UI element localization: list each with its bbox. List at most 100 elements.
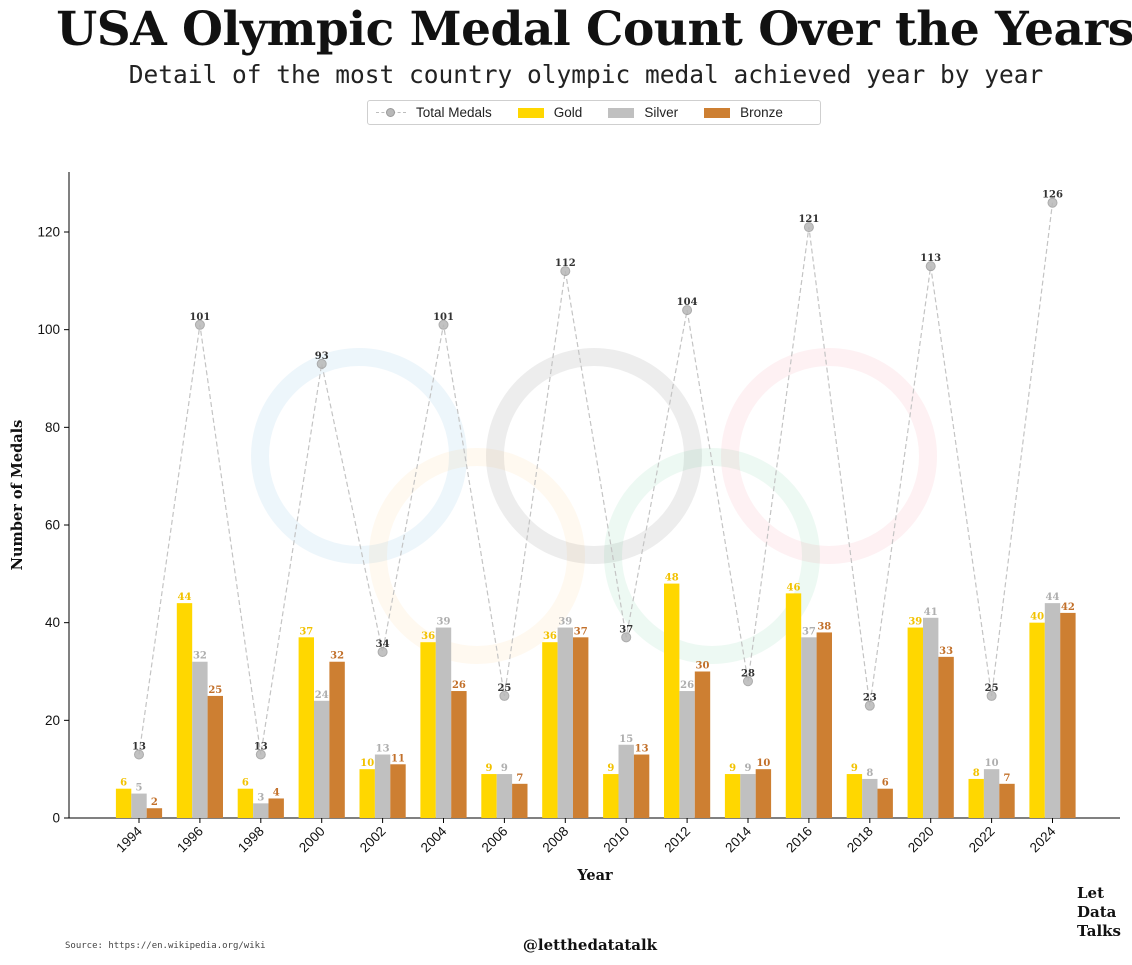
legend-label-gold: Gold	[553, 105, 583, 120]
x-axis-label: Year	[576, 867, 613, 884]
data-label-bronze: 4	[273, 787, 280, 798]
total-point	[864, 700, 875, 711]
y-tick-label: 120	[37, 225, 60, 240]
bar-bronze	[816, 632, 832, 818]
bar-bronze	[329, 661, 345, 818]
data-label-gold: 36	[543, 631, 557, 642]
x-tick-label: 2020	[905, 824, 937, 856]
data-label-silver: 44	[1046, 592, 1060, 603]
bar-silver	[1044, 603, 1061, 818]
x-tick-label: 2022	[966, 824, 998, 856]
data-label-silver: 5	[136, 783, 143, 794]
data-label-gold: 9	[607, 763, 614, 774]
data-label-bronze: 37	[574, 626, 588, 637]
data-label-bronze: 26	[452, 680, 466, 691]
olympic-rings-watermark	[251, 348, 937, 664]
data-label-silver: 10	[985, 758, 999, 769]
bar-gold	[968, 778, 984, 818]
bar-silver	[862, 778, 878, 818]
bar-silver	[496, 774, 513, 818]
legend-item-total: Total Medals	[376, 105, 492, 120]
bar-silver	[253, 803, 269, 818]
data-label-bronze: 13	[635, 744, 649, 755]
total-point	[986, 690, 997, 701]
bar-bronze	[451, 691, 467, 818]
x-tick-label: 2002	[357, 824, 389, 856]
bar-silver	[314, 700, 330, 818]
bar-gold	[846, 774, 863, 818]
olympic-ring-2	[369, 448, 585, 664]
total-point	[134, 749, 144, 760]
bar-gold	[481, 774, 497, 818]
olympic-ring-4	[604, 448, 820, 664]
x-tick-label: 2018	[844, 824, 876, 856]
bar-silver	[374, 754, 391, 818]
data-label-bronze: 7	[516, 773, 523, 784]
bar-silver	[557, 627, 573, 818]
data-label-silver: 32	[193, 651, 207, 662]
data-label-silver: 3	[257, 792, 264, 803]
bar-bronze	[207, 695, 223, 818]
data-label-bronze: 33	[939, 646, 953, 657]
data-label-gold: 6	[120, 778, 127, 789]
bar-silver	[618, 744, 634, 818]
brand-line-1: Let	[1077, 884, 1105, 902]
data-label-silver: 24	[315, 690, 329, 701]
data-label-silver: 26	[680, 680, 694, 691]
data-label-total: 25	[497, 683, 511, 694]
data-label-total: 101	[433, 312, 454, 323]
data-label-gold: 9	[851, 763, 858, 774]
y-tick-label: 40	[45, 615, 60, 630]
total-point	[499, 690, 510, 701]
data-label-bronze: 42	[1061, 602, 1075, 613]
bar-bronze	[999, 783, 1015, 818]
legend-swatch-silver	[608, 107, 635, 118]
data-label-gold: 48	[665, 573, 679, 584]
data-label-total: 28	[741, 668, 755, 679]
bar-silver	[923, 617, 939, 818]
data-label-gold: 8	[973, 768, 980, 779]
bar-silver	[192, 661, 208, 818]
olympic-ring-3	[486, 348, 702, 564]
x-tick-label: 2006	[479, 824, 511, 856]
data-label-silver: 39	[437, 617, 451, 628]
data-labels: 6446371036936948946939840532324133993915…	[120, 190, 1075, 809]
data-label-total: 121	[798, 214, 819, 225]
legend: Total Medals Gold Silver Bronze	[367, 100, 821, 125]
y-tick-label: 0	[52, 811, 60, 826]
total-point	[377, 646, 388, 657]
legend-swatch-gold	[517, 107, 544, 118]
bar-bronze	[268, 798, 284, 818]
data-label-total: 113	[920, 253, 941, 264]
legend-item-silver: Silver	[608, 105, 678, 120]
y-tick-label: 20	[45, 713, 60, 728]
total-point	[803, 222, 814, 233]
data-label-total: 23	[863, 693, 877, 704]
legend-marker-total	[376, 107, 406, 119]
bar-bronze	[1060, 612, 1076, 818]
data-label-total: 13	[132, 742, 146, 753]
y-tick-label: 80	[45, 420, 60, 435]
bar-silver	[131, 793, 147, 818]
x-tick-label: 2024	[1027, 823, 1059, 855]
bar-gold	[359, 769, 375, 818]
author-handle: @letthedatatalk	[522, 936, 658, 954]
data-label-silver: 13	[376, 744, 390, 755]
data-label-total: 37	[619, 624, 633, 635]
bar-gold	[420, 642, 436, 818]
data-label-silver: 15	[619, 734, 633, 745]
data-label-total: 34	[376, 639, 390, 650]
bar-silver	[983, 769, 1000, 818]
data-label-total: 126	[1042, 190, 1063, 201]
bar-gold	[1029, 622, 1045, 818]
data-label-bronze: 25	[208, 685, 222, 696]
x-tick-label: 1994	[113, 823, 145, 855]
data-label-total: 101	[189, 312, 210, 323]
bar-bronze	[694, 671, 711, 818]
bar-bronze	[877, 788, 893, 818]
data-label-bronze: 7	[1004, 773, 1011, 784]
y-axis-label: Number of Medals	[9, 420, 26, 571]
data-label-bronze: 10	[756, 758, 770, 769]
bar-gold	[542, 642, 558, 818]
